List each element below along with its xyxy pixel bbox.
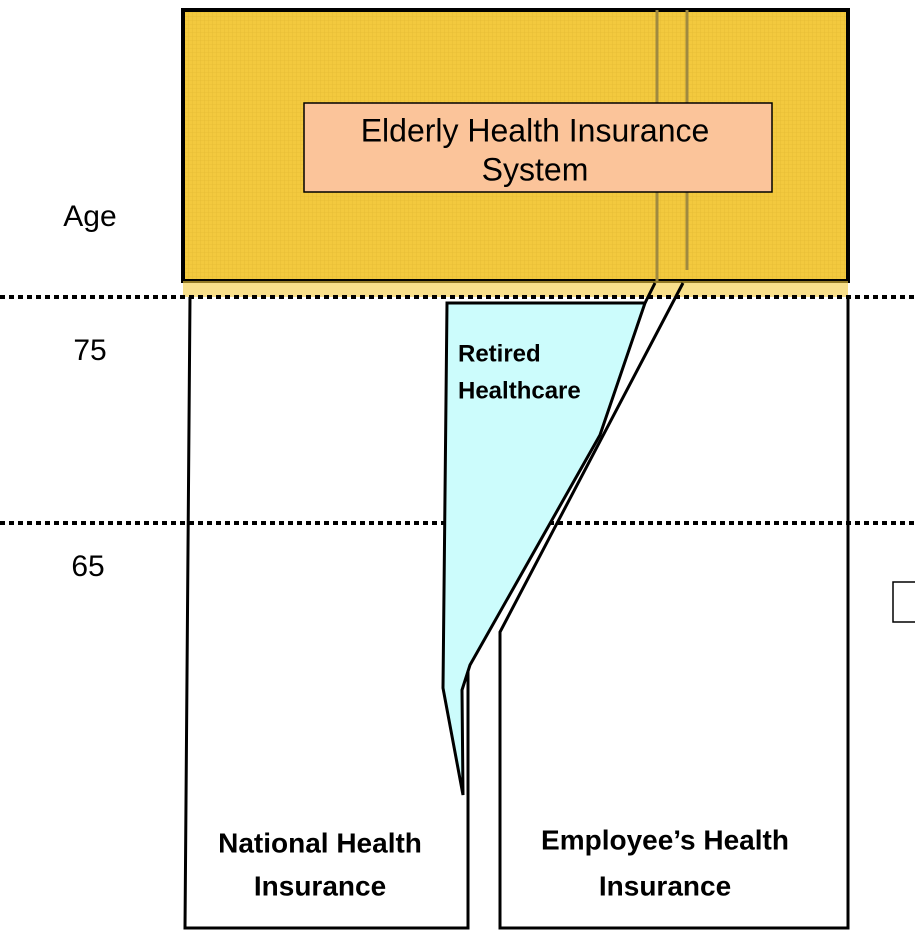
retired-label: Healthcare xyxy=(458,377,581,404)
elderly-label: Elderly Health Insurance xyxy=(361,112,710,148)
national-label: National Health xyxy=(218,827,422,858)
cut-box xyxy=(892,581,915,623)
elderly-label-box xyxy=(303,102,773,193)
retired-edge xyxy=(643,282,657,304)
national-label: Insurance xyxy=(254,870,386,901)
elderly-band xyxy=(183,281,848,297)
employee-column xyxy=(498,282,850,930)
axis-label: Age xyxy=(63,200,116,233)
age-mark: 65 xyxy=(71,550,104,583)
retired-area xyxy=(441,301,648,796)
employee-label: Employee’s Health xyxy=(541,824,789,855)
retired-label: Retired xyxy=(458,340,541,367)
elderly-label: System xyxy=(482,151,589,187)
employee-label: Insurance xyxy=(599,870,731,901)
national-column xyxy=(183,296,470,930)
age-mark: 75 xyxy=(73,334,106,367)
